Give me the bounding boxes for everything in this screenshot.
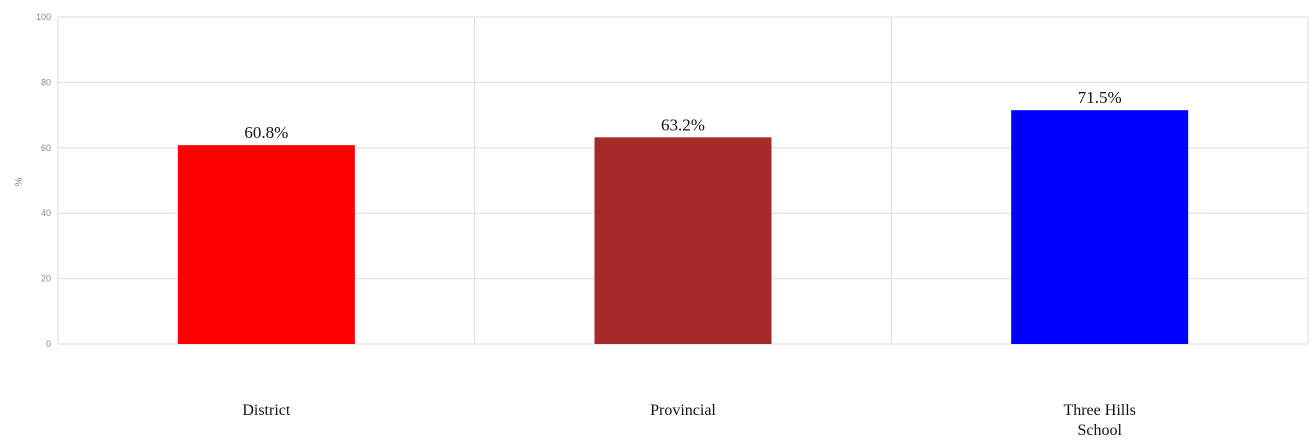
category-label-2-line-0: Three Hills bbox=[1063, 402, 1135, 419]
bar-0 bbox=[177, 145, 355, 344]
category-labels: District Provincial Three Hills School bbox=[242, 402, 1136, 439]
y-tick-label-1: 20 bbox=[41, 274, 51, 284]
bars bbox=[177, 110, 1189, 344]
bar-2 bbox=[1011, 110, 1189, 344]
y-tick-label-5: 100 bbox=[36, 12, 51, 22]
y-tick-label-2: 40 bbox=[41, 208, 51, 218]
y-axis-ticks: 0 20 40 60 80 100 bbox=[36, 12, 51, 349]
category-label-2-line-1: School bbox=[1077, 422, 1122, 439]
category-label-0: District bbox=[242, 402, 291, 419]
data-labels: 60.8% 63.2% 71.5% bbox=[224, 86, 1142, 144]
category-label-1: Provincial bbox=[650, 402, 716, 419]
data-label-1: 63.2% bbox=[661, 115, 705, 134]
data-label-bg-1 bbox=[641, 113, 725, 136]
y-tick-label-4: 80 bbox=[41, 77, 51, 87]
data-label-2: 71.5% bbox=[1078, 88, 1122, 107]
bar-1 bbox=[594, 137, 772, 344]
data-label-bg-2 bbox=[1057, 86, 1142, 109]
data-label-bg-0 bbox=[224, 121, 309, 144]
y-tick-label-3: 60 bbox=[41, 143, 51, 153]
y-tick-label-0: 0 bbox=[46, 339, 51, 349]
y-axis-label: % bbox=[14, 177, 25, 186]
data-label-0: 60.8% bbox=[244, 123, 288, 142]
